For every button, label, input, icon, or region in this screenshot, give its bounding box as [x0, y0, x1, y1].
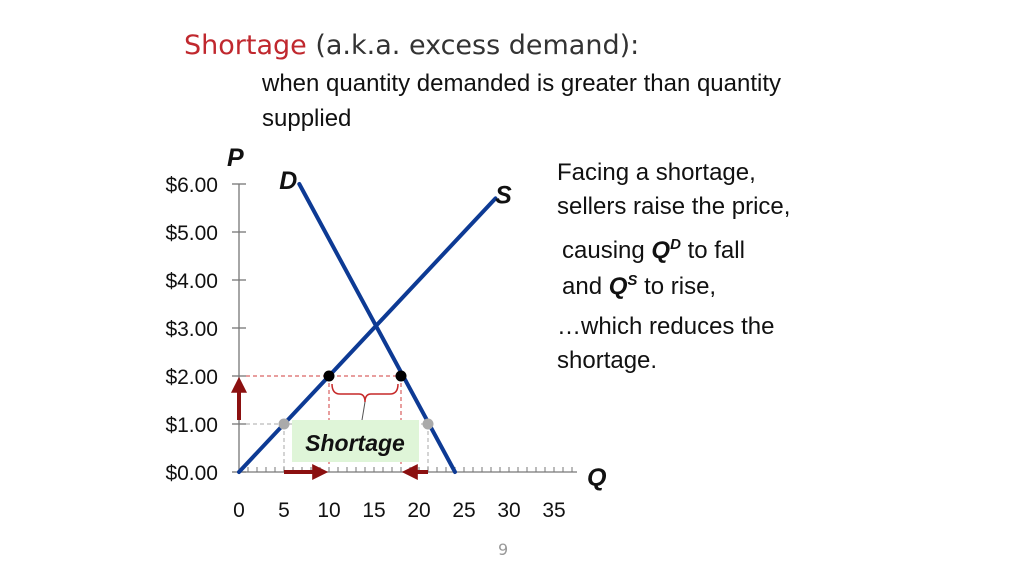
note-line-5: …which reduces the	[557, 313, 775, 340]
curve-label-s: S	[495, 181, 512, 209]
title-accent: Shortage	[184, 30, 307, 61]
slide-title: Shortage (a.k.a. excess demand):	[184, 30, 639, 61]
y-tick-label: $1.00	[165, 414, 218, 437]
note-line-6: shortage.	[557, 347, 658, 374]
x-tick-label: 15	[362, 499, 385, 522]
y-axis-title: P	[227, 144, 244, 172]
x-tick-label: 20	[407, 499, 430, 522]
shortage-badge	[292, 420, 419, 462]
point-demand-at-2	[395, 370, 407, 382]
page-number: 9	[498, 540, 509, 559]
y-tick-label: $6.00	[165, 174, 218, 197]
curve-label-d: D	[279, 167, 297, 195]
note-line-3: causing QD to fall	[562, 236, 745, 264]
y-tick-label: $2.00	[165, 366, 218, 389]
point-supply-at-1	[278, 418, 290, 430]
shortage-bracket	[331, 383, 399, 403]
x-tick-label: 0	[233, 499, 245, 522]
y-tick-label: $5.00	[165, 222, 218, 245]
y-tick-label: $4.00	[165, 270, 218, 293]
point-supply-at-2	[323, 370, 335, 382]
y-tick-label: $0.00	[165, 462, 218, 485]
point-demand-at-1	[422, 418, 434, 430]
y-tick-label: $3.00	[165, 318, 218, 341]
shortage-label: Shortage	[305, 430, 405, 456]
x-tick-label: 25	[452, 499, 475, 522]
note-line-2: sellers raise the price,	[557, 193, 791, 220]
x-tick-label: 30	[497, 499, 520, 522]
x-tick-label: 35	[542, 499, 565, 522]
note-line-1: Facing a shortage,	[557, 159, 756, 186]
slide-subtitle: when quantity demanded is greater than q…	[262, 70, 782, 132]
note-line-4: and QS to rise,	[562, 272, 717, 300]
x-tick-label: 10	[317, 499, 340, 522]
x-tick-label: 5	[278, 499, 290, 522]
title-rest: (a.k.a. excess demand):	[306, 30, 640, 61]
x-axis-title: Q	[587, 464, 607, 492]
